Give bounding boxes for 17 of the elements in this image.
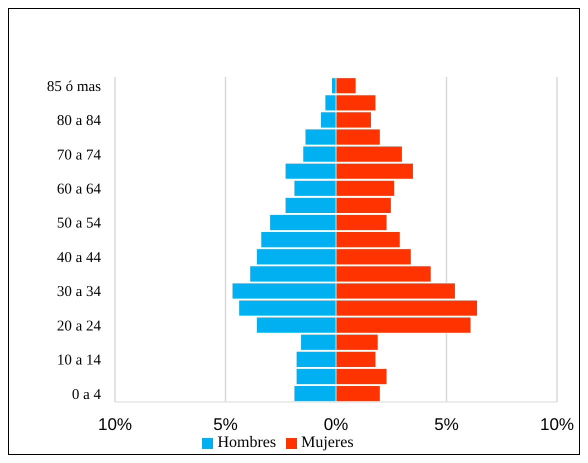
legend-label: Hombres — [217, 434, 276, 451]
y-tick-label: 70 a 74 — [56, 147, 102, 164]
y-tick-label: 40 a 44 — [56, 250, 102, 266]
y-tick-label: 20 a 24 — [56, 318, 102, 334]
x-tick-label: 10% — [540, 415, 574, 434]
x-tick-label: 0% — [324, 415, 348, 434]
x-tick-label: 5% — [213, 415, 238, 434]
y-tick-label: 85 ó mas — [46, 78, 102, 95]
legend-label: Mujeres — [301, 434, 354, 451]
y-tick-label: 0 a 4 — [72, 386, 102, 403]
y-tick-label: 10 a 14 — [56, 352, 102, 369]
y-tick-label: 50 a 54 — [56, 216, 102, 232]
y-tick-label: 80 a 84 — [56, 113, 102, 130]
x-tick-label: 10% — [98, 415, 132, 434]
y-tick-label: 60 a 64 — [56, 182, 102, 198]
x-tick-label: 5% — [434, 415, 459, 434]
y-tick-label: 30 a 34 — [56, 284, 102, 300]
